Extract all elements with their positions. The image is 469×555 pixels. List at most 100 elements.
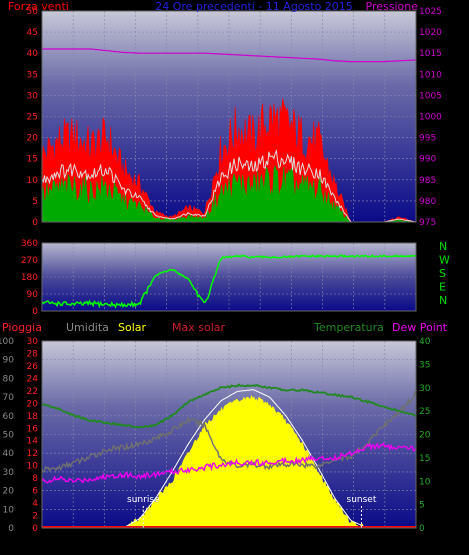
x-tick-label: 18 bbox=[317, 539, 329, 549]
wind-y-tick: 5 bbox=[32, 197, 38, 207]
humidity-y-tick: 60 bbox=[3, 412, 15, 422]
compass-letter: W bbox=[439, 254, 450, 267]
x-tick-label: 04 bbox=[99, 539, 111, 549]
legend-max-solar: Max solar bbox=[172, 321, 225, 334]
direction-left-ticks: 0 90 180 270 360 bbox=[21, 239, 38, 317]
wind-chart-title: 24 Ore precedenti - 11 Agosto 2015 bbox=[155, 0, 353, 13]
x-tick-label: 06 bbox=[130, 539, 142, 549]
x-tick-label: 20 bbox=[348, 231, 360, 241]
wind-x-ticks: 02 04 06 08 10 12 14 16 18 20 22 00 bbox=[67, 231, 422, 241]
wind-grid bbox=[42, 11, 416, 222]
humidity-y-tick: 50 bbox=[3, 431, 15, 441]
wind-y-tick: 15 bbox=[27, 155, 38, 165]
temperature-y-tick: 35 bbox=[419, 360, 430, 370]
x-tick-label: 22 bbox=[379, 231, 390, 241]
pressure-y-tick: 980 bbox=[419, 197, 436, 207]
direction-y-tick: 90 bbox=[27, 290, 39, 300]
wind-y-tick: 0 bbox=[32, 218, 38, 228]
rain-y-tick: 2 bbox=[32, 512, 38, 522]
wind-y-tick: 45 bbox=[27, 28, 38, 38]
weather-chart: 0102030405060708090100 02468101214161820… bbox=[0, 337, 431, 549]
x-tick-label: 12 bbox=[223, 231, 234, 241]
compass-letter: S bbox=[439, 267, 446, 280]
x-tick-label: 20 bbox=[348, 539, 360, 549]
temperature-y-tick: 5 bbox=[419, 501, 425, 511]
x-tick-label: 14 bbox=[254, 539, 266, 549]
humidity-series bbox=[41, 390, 417, 473]
temperature-y-tick: 30 bbox=[419, 384, 431, 394]
legend-solar: Solar bbox=[118, 321, 147, 334]
sunset-label: sunset bbox=[347, 495, 377, 505]
temperature-y-tick: 0 bbox=[419, 524, 425, 534]
x-tick-label: 10 bbox=[192, 231, 204, 241]
dew-point-series bbox=[41, 441, 417, 484]
temperature-y-tick: 15 bbox=[419, 454, 430, 464]
x-tick-label: 18 bbox=[317, 231, 329, 241]
pressure-y-tick: 1000 bbox=[419, 113, 442, 123]
rain-y-tick: 16 bbox=[27, 424, 39, 434]
weather-plot-frame bbox=[41, 340, 417, 529]
humidity-y-tick: 40 bbox=[3, 449, 15, 459]
rain-y-tick: 14 bbox=[27, 437, 39, 447]
rain-y-tick: 26 bbox=[27, 362, 39, 372]
rain-y-tick: 24 bbox=[27, 374, 39, 384]
rain-y-tick: 10 bbox=[27, 462, 39, 472]
pressure-y-tick: 995 bbox=[419, 134, 436, 144]
x-tick-label: 04 bbox=[99, 231, 111, 241]
temperature-ticks: 0 5 10 15 20 25 30 35 40 bbox=[419, 337, 431, 534]
humidity-y-tick: 30 bbox=[3, 468, 15, 478]
wind-y-tick: 25 bbox=[27, 113, 38, 123]
compass-letter: E bbox=[439, 281, 446, 294]
x-tick-label: 02 bbox=[67, 231, 78, 241]
pressure-y-tick: 985 bbox=[419, 176, 436, 186]
direction-grid bbox=[42, 243, 416, 311]
direction-plot-frame bbox=[41, 242, 417, 312]
temperature-y-tick: 10 bbox=[419, 477, 431, 487]
humidity-y-tick: 20 bbox=[3, 487, 15, 497]
pressure-y-tick: 1005 bbox=[419, 91, 442, 101]
wind-series bbox=[41, 48, 417, 223]
direction-y-tick: 0 bbox=[32, 307, 38, 317]
pressure-y-tick: 1010 bbox=[419, 70, 442, 80]
wind-left-ticks: 0 5 10 15 20 25 30 35 40 45 50 bbox=[27, 7, 39, 228]
pressure-right-ticks: 975 980 985 990 995 1000 1005 1010 1015 1020 1025 bbox=[419, 7, 442, 228]
rain-y-tick: 20 bbox=[27, 399, 39, 409]
x-tick-label: 22 bbox=[379, 539, 390, 549]
humidity-y-tick: 70 bbox=[3, 393, 15, 403]
x-tick-label: 14 bbox=[254, 231, 266, 241]
rain-y-tick: 12 bbox=[27, 449, 38, 459]
wind-y-tick: 20 bbox=[27, 134, 39, 144]
pressure-y-tick: 1015 bbox=[419, 49, 442, 59]
weather-series: sunrise sunset bbox=[41, 383, 417, 529]
temperature-y-tick: 20 bbox=[419, 431, 431, 441]
wind-y-tick: 10 bbox=[27, 176, 39, 186]
x-tick-label: 02 bbox=[67, 539, 78, 549]
sunrise-label: sunrise bbox=[127, 495, 160, 505]
temperature-y-tick: 25 bbox=[419, 407, 430, 417]
humidity-ticks: 0 10 20 30 40 50 60 70 80 90 100 bbox=[0, 337, 14, 534]
temperature-series bbox=[41, 383, 417, 429]
x-tick-label: 12 bbox=[223, 539, 234, 549]
rain-y-tick: 4 bbox=[32, 499, 38, 509]
wind-y-tick: 30 bbox=[27, 91, 39, 101]
direction-series bbox=[41, 254, 417, 309]
humidity-y-tick: 10 bbox=[3, 505, 15, 515]
x-tick-label: 08 bbox=[161, 539, 173, 549]
x-tick-label: 10 bbox=[192, 539, 204, 549]
rain-y-tick: 0 bbox=[32, 524, 38, 534]
x-tick-label: 06 bbox=[130, 231, 142, 241]
legend-pioggia: Pioggia bbox=[2, 321, 42, 334]
x-tick-label: 00 bbox=[410, 231, 422, 241]
direction-y-tick: 180 bbox=[21, 273, 38, 283]
humidity-y-tick: 90 bbox=[3, 356, 15, 366]
humidity-y-tick: 0 bbox=[8, 524, 14, 534]
legend-umidita: Umidita bbox=[66, 321, 109, 334]
weather-x-ticks: 02 04 06 08 10 12 14 16 18 20 22 00 bbox=[67, 539, 422, 549]
direction-series bbox=[41, 254, 417, 309]
pressure-right-label: Pressione bbox=[366, 0, 419, 13]
